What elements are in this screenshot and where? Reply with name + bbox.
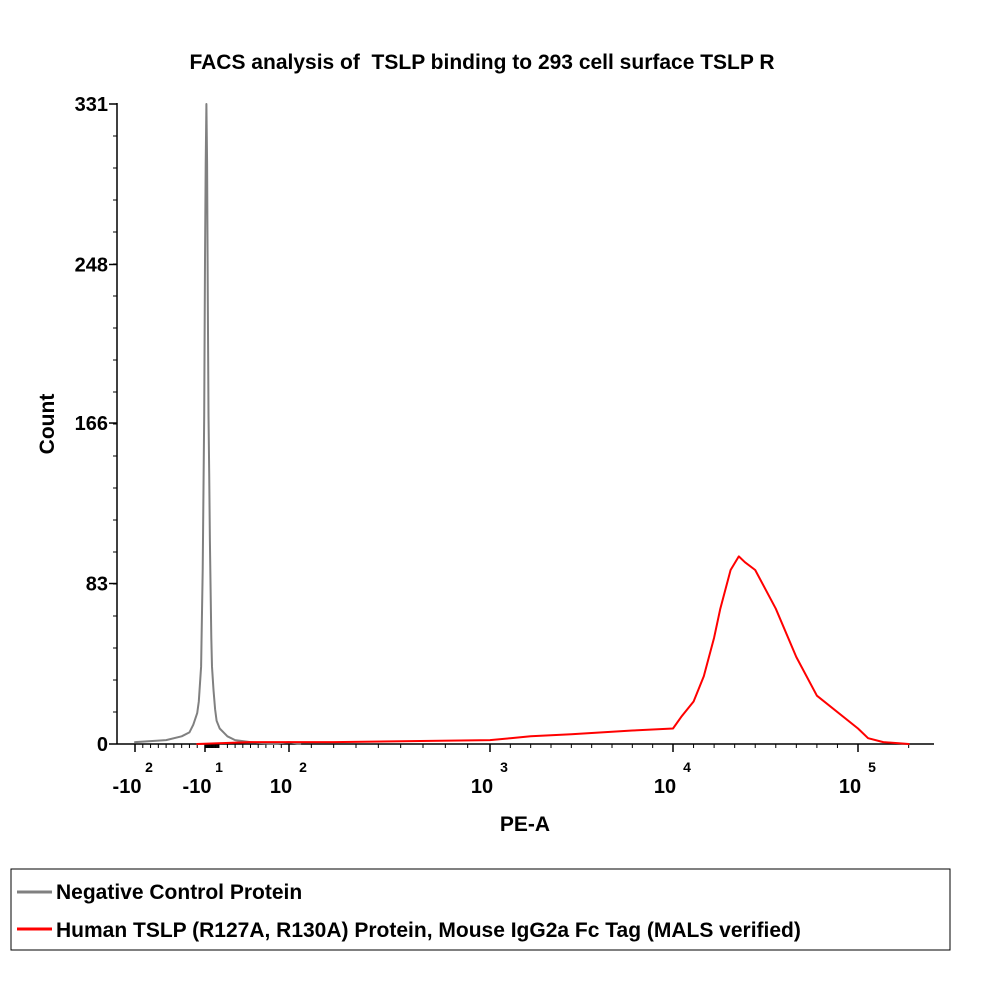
- chart-title: FACS analysis of TSLP binding to 293 cel…: [189, 51, 774, 74]
- y-tick-label: 166: [75, 413, 108, 435]
- x-tick-exponent-label: 1: [215, 759, 223, 775]
- x-tick-exponent-label: 3: [500, 759, 508, 775]
- x-axis-label: PE-A: [500, 813, 550, 836]
- legend-box: [10, 868, 951, 951]
- x-tick-base-label: 10: [654, 776, 676, 798]
- series-line-1: [196, 555, 910, 745]
- x-tick-exponent-label: 5: [868, 759, 876, 775]
- x-tick-base-label: 10: [839, 776, 861, 798]
- y-axis-label: Count: [36, 394, 59, 455]
- series-line-0: [134, 103, 302, 745]
- x-tick-base-label: -10: [113, 776, 142, 798]
- y-tick-label: 0: [97, 734, 108, 756]
- legend: Negative Control Protein Human TSLP (R12…: [10, 868, 951, 951]
- x-tick-exponent-label: 4: [683, 759, 691, 775]
- series-layer: [134, 103, 910, 745]
- x-tick-base-label: 10: [471, 776, 493, 798]
- y-tick-label: 248: [75, 254, 108, 276]
- y-tick-label: 331: [75, 94, 108, 116]
- y-tick-label: 83: [86, 574, 108, 596]
- x-tick-exponent-label: 2: [299, 759, 307, 775]
- legend-label-human-tslp: Human TSLP (R127A, R130A) Protein, Mouse…: [56, 919, 801, 942]
- x-tick-exponent-label: 2: [145, 759, 153, 775]
- x-tick-base-label: 10: [270, 776, 292, 798]
- legend-label-negative-control: Negative Control Protein: [56, 881, 302, 904]
- x-tick-base-label: -10: [183, 776, 212, 798]
- y-axis-ticks: 331 248 166 83 0: [75, 94, 117, 756]
